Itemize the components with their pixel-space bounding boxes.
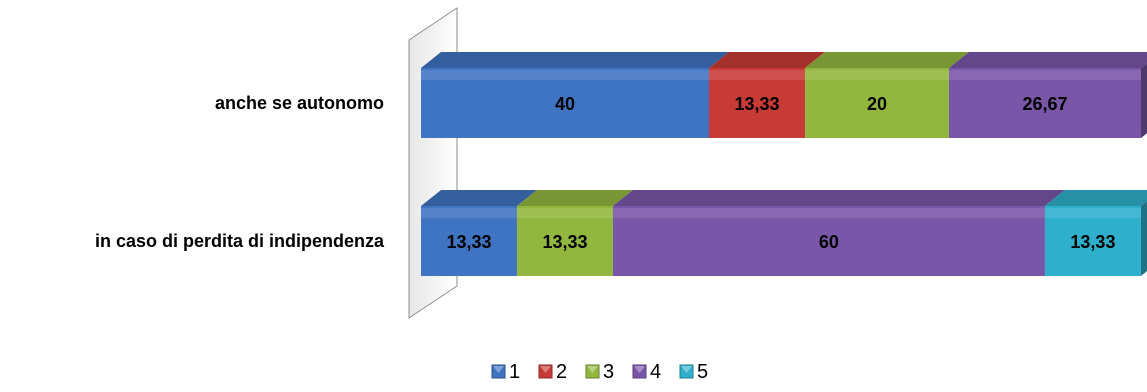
data-label: 60: [819, 232, 839, 252]
legend-item-series-1: 1: [491, 361, 520, 383]
bar-highlight: [804, 70, 949, 80]
legend-item-series-5: 5: [679, 361, 708, 383]
data-label: 13,33: [734, 94, 779, 114]
legend-label: 5: [697, 361, 708, 383]
bar-segment-series-4: 60: [612, 190, 1065, 276]
legend-swatch-highlight: [681, 366, 692, 373]
bar-top-face: [421, 52, 729, 68]
legend-item-series-2: 2: [538, 361, 567, 383]
legend-label: 1: [509, 361, 520, 383]
legend-swatch-highlight: [493, 366, 504, 373]
data-label: 26,67: [1022, 94, 1067, 114]
data-label: 13,33: [1070, 232, 1115, 252]
category-label: in caso di perdita di indipendenza: [95, 231, 385, 251]
bar-side-face: [1141, 63, 1147, 138]
legend-label: 4: [650, 361, 661, 383]
legend-swatch-highlight: [634, 366, 645, 373]
legend-swatch-highlight: [587, 366, 598, 373]
bar-highlight: [1044, 208, 1141, 218]
bar-highlight: [421, 208, 517, 218]
bar-highlight: [516, 208, 613, 218]
bar-segment-series-1: 40: [421, 52, 729, 138]
category-label: anche se autonomo: [215, 93, 384, 113]
bar-highlight: [948, 70, 1141, 80]
bar-segment-series-2: 13,33: [709, 52, 825, 138]
bar-segment-series-3: 20: [804, 52, 969, 138]
legend-label: 2: [556, 361, 567, 383]
bar-segment-series-4: 26,67: [948, 52, 1147, 138]
bar-highlight: [709, 70, 805, 80]
bar-top-face: [1044, 190, 1147, 206]
bar-segment-series-1: 13,33: [421, 190, 537, 276]
data-label: 13,33: [542, 232, 587, 252]
legend-swatch-highlight: [540, 366, 551, 373]
bar-highlight: [612, 208, 1045, 218]
legend-item-series-3: 3: [585, 361, 614, 383]
bar-top-face: [516, 190, 633, 206]
bar-top-face: [421, 190, 537, 206]
bar-top-face: [948, 52, 1147, 68]
bar-top-face: [612, 190, 1065, 206]
data-label: 13,33: [446, 232, 491, 252]
legend-label: 3: [603, 361, 614, 383]
bar-side-face: [1140, 201, 1147, 276]
bar-segment-series-5: 13,33: [1044, 190, 1147, 276]
bar-highlight: [421, 70, 709, 80]
bar-top-face: [709, 52, 825, 68]
legend-item-series-4: 4: [632, 361, 661, 383]
bar-segment-series-3: 13,33: [516, 190, 633, 276]
data-label: 20: [867, 94, 887, 114]
data-label: 40: [555, 94, 575, 114]
bar-top-face: [804, 52, 969, 68]
